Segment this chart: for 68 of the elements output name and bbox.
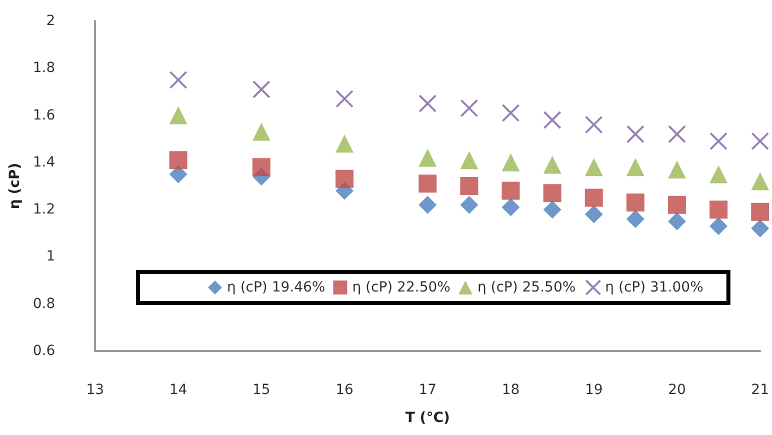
point (626, 194, 644, 212)
x-tick-label: 16 (336, 382, 354, 398)
x-tick-label: 17 (418, 382, 437, 398)
point (710, 200, 728, 219)
point (460, 196, 478, 214)
y-tick-label: 1 (46, 248, 56, 265)
point (543, 156, 562, 174)
point (751, 202, 770, 221)
point (668, 212, 686, 230)
point (418, 94, 437, 112)
point (252, 80, 270, 98)
point (584, 205, 603, 224)
x-tick-label: 21 (751, 382, 770, 398)
point (626, 210, 644, 228)
point (710, 165, 728, 184)
point (169, 70, 188, 89)
y-tick-label: 1.2 (32, 202, 56, 218)
x-tick-label: 15 (252, 382, 270, 398)
point (418, 196, 437, 214)
x-tick-label: 19 (584, 382, 603, 398)
point (336, 90, 354, 108)
y-tick-label: 1.8 (32, 60, 56, 76)
legend-label: η (cP) 31.00% (605, 280, 704, 296)
point (502, 153, 520, 172)
point (543, 184, 562, 202)
point (460, 177, 478, 195)
point (668, 196, 686, 214)
point (584, 158, 603, 176)
point (418, 148, 437, 167)
point (710, 132, 728, 150)
point (543, 200, 562, 219)
point (584, 188, 603, 207)
legend-label: η (cP) 22.50% (352, 280, 450, 296)
y-tick-label: 1.6 (32, 107, 56, 124)
point (502, 198, 520, 216)
x-tick-label: 14 (169, 382, 188, 398)
point (668, 160, 686, 178)
x-tick-label: 18 (502, 382, 520, 398)
point (502, 182, 520, 200)
point (710, 217, 728, 236)
y-axis-title: η (cP) (7, 162, 23, 210)
point (252, 158, 270, 176)
point (584, 116, 603, 134)
x-axis-title: T (°C) (405, 410, 450, 426)
point (336, 134, 354, 153)
point (751, 219, 770, 238)
legend-label: η (cP) 19.46% (227, 280, 326, 296)
point (751, 132, 770, 150)
point (543, 111, 562, 129)
point (336, 170, 354, 188)
point (668, 125, 686, 144)
y-tick-label: 2 (46, 13, 56, 29)
point (169, 151, 188, 170)
point (626, 125, 644, 144)
y-tick-label: 0.6 (32, 343, 56, 359)
x-tick-label: 13 (86, 382, 104, 398)
legend-label: η (cP) 25.50% (477, 280, 576, 296)
point (460, 151, 478, 170)
point (502, 104, 520, 122)
point (626, 158, 644, 176)
point (418, 174, 437, 193)
x-tick-label: 20 (668, 382, 686, 398)
y-tick-label: 0.8 (32, 296, 56, 312)
point (169, 106, 188, 124)
y-tick-label: 1.4 (32, 154, 56, 170)
point (751, 172, 770, 190)
point (460, 99, 478, 118)
point (252, 122, 270, 141)
